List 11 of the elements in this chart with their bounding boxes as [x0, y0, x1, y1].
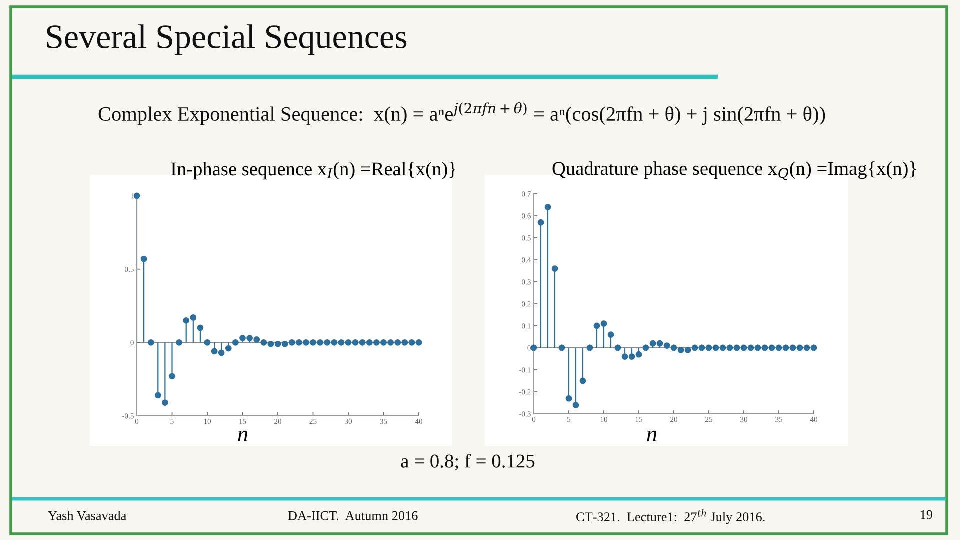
text: a = 0.8; f = 0.125 — [401, 454, 535, 471]
text: Complex Exponential Sequence: x(n) = aⁿe$^{j(2πfn+θ)}$ = aⁿ(cos(2πfn + θ) + j sin(2πfn + θ)) — [98, 102, 826, 126]
text: CT-321. Lecture1: 27$^{th}$ July 2016. — [576, 510, 765, 524]
text: 19 — [920, 510, 932, 520]
x-axis-title: n — [647, 430, 657, 442]
chart-title: In-phase sequence x$_{I}$(n) =Real{x(n)} — [171, 162, 456, 180]
text: Yash Vasavada — [48, 511, 126, 520]
text: DA-IICT. Autumn 2016 — [288, 511, 418, 520]
text: Several Special Sequences — [47, 24, 407, 56]
x-axis-title: n — [238, 430, 248, 442]
chart-title: Quadrature phase sequence x$_{Q}$(n) =Imag{x(n)} — [552, 162, 916, 180]
